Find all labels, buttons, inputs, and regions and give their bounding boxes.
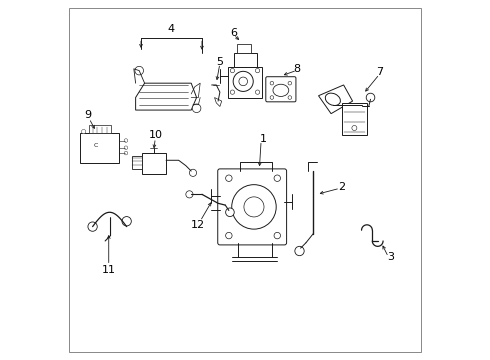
- Text: 4: 4: [168, 24, 175, 35]
- Circle shape: [255, 90, 260, 94]
- Circle shape: [352, 126, 357, 131]
- Circle shape: [88, 222, 97, 231]
- Bar: [237, 44, 251, 53]
- Circle shape: [225, 208, 234, 217]
- Ellipse shape: [273, 84, 289, 96]
- FancyBboxPatch shape: [218, 169, 287, 245]
- Polygon shape: [215, 98, 221, 107]
- Bar: [342, 103, 367, 135]
- Circle shape: [192, 104, 201, 113]
- Text: 5: 5: [217, 57, 223, 67]
- Circle shape: [244, 197, 264, 217]
- Text: 10: 10: [148, 130, 162, 140]
- Bar: [234, 53, 257, 67]
- Circle shape: [190, 169, 196, 176]
- Ellipse shape: [325, 93, 341, 105]
- Text: 9: 9: [84, 111, 92, 121]
- Circle shape: [274, 175, 280, 181]
- Circle shape: [232, 185, 276, 229]
- Circle shape: [270, 81, 274, 85]
- Circle shape: [225, 175, 232, 181]
- Circle shape: [124, 151, 128, 155]
- Circle shape: [124, 139, 128, 142]
- Text: 12: 12: [191, 220, 205, 230]
- Text: 3: 3: [387, 252, 394, 262]
- Bar: [80, 134, 120, 163]
- Circle shape: [239, 77, 247, 86]
- Circle shape: [288, 96, 292, 99]
- Circle shape: [270, 96, 274, 99]
- Circle shape: [230, 68, 235, 73]
- Circle shape: [122, 217, 131, 226]
- Polygon shape: [318, 85, 353, 114]
- Text: 8: 8: [294, 64, 300, 74]
- Circle shape: [186, 191, 193, 198]
- Text: 7: 7: [376, 67, 383, 77]
- Circle shape: [230, 90, 235, 94]
- Bar: [132, 156, 142, 168]
- Bar: [142, 153, 166, 174]
- Text: C: C: [94, 143, 98, 148]
- FancyBboxPatch shape: [266, 77, 296, 102]
- Circle shape: [255, 68, 260, 73]
- Text: 1: 1: [259, 134, 267, 144]
- Circle shape: [81, 130, 86, 134]
- Circle shape: [295, 246, 304, 256]
- Circle shape: [135, 66, 144, 75]
- Text: 11: 11: [102, 265, 116, 275]
- Circle shape: [288, 81, 292, 85]
- Circle shape: [274, 232, 280, 239]
- Bar: [89, 126, 111, 134]
- Polygon shape: [136, 83, 196, 110]
- Circle shape: [124, 146, 128, 149]
- Circle shape: [225, 232, 232, 239]
- Text: 6: 6: [230, 28, 237, 38]
- Circle shape: [366, 93, 375, 102]
- Text: 2: 2: [338, 182, 345, 192]
- Bar: [228, 67, 262, 98]
- Circle shape: [233, 71, 253, 91]
